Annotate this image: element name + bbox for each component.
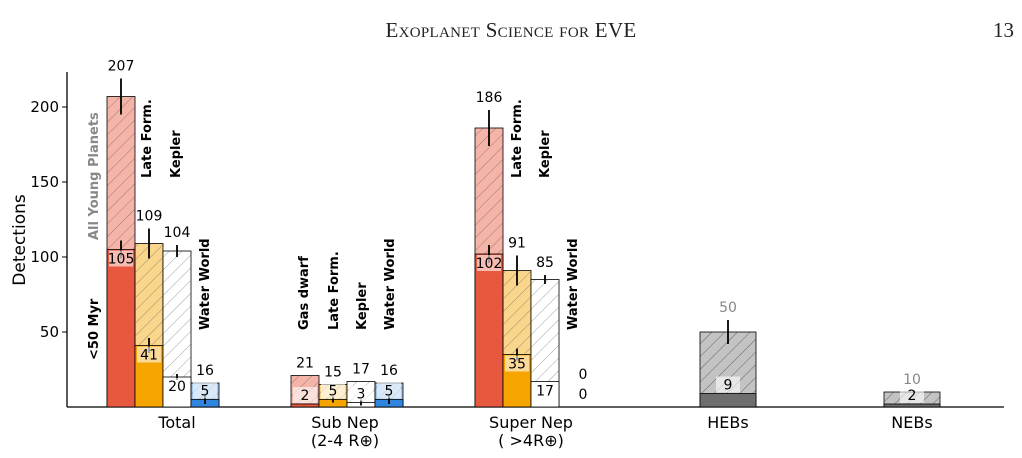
bar-inner	[699, 393, 757, 408]
value-label-inner: 102	[476, 256, 503, 272]
rotated-label-late-form: Late Form.	[140, 99, 155, 178]
rotated-label-water-world: Water World	[566, 238, 581, 330]
value-label-inner: 5	[329, 384, 338, 400]
value-label-inner: 2	[301, 388, 310, 404]
rotated-label-water-world: Water World	[383, 238, 398, 330]
value-label-bg	[137, 346, 161, 363]
value-label-bg	[293, 387, 317, 403]
rotated-label-kepler: Kepler	[355, 282, 370, 330]
value-label-bg	[193, 382, 217, 399]
value-label-total: 109	[136, 209, 163, 225]
value-label-inner: 5	[385, 384, 394, 400]
bar-inner	[883, 403, 941, 408]
x-tick-label: HEBs	[707, 413, 748, 432]
value-label-total: 104	[164, 225, 191, 241]
value-label-total: 0	[579, 367, 588, 383]
x-tick-label: (2-4 R⊕)	[311, 431, 379, 450]
value-label-bg	[321, 382, 345, 399]
bar-inner	[290, 403, 320, 408]
value-label-bg	[109, 250, 133, 267]
y-tick-label: 100	[30, 248, 59, 266]
rotated-label-water-world: Water World	[198, 238, 213, 330]
y-tick-label: 200	[30, 98, 59, 116]
bar-inner	[106, 249, 136, 408]
x-tick-label: Total	[157, 413, 195, 432]
value-label-bg	[377, 382, 401, 399]
value-label-inner: 105	[108, 252, 135, 268]
value-label-bg	[165, 378, 189, 394]
value-label-total: 186	[476, 90, 503, 106]
rotated-label-lt50: <50 Myr	[87, 298, 102, 360]
value-label-total: 85	[536, 255, 554, 271]
x-tick-label: NEBs	[891, 413, 932, 432]
running-title: Exoplanet Science for EVE	[385, 18, 637, 42]
value-label-total: 21	[296, 356, 314, 372]
page-number: 13	[993, 18, 1014, 42]
value-label-total: 91	[508, 236, 526, 252]
value-label-bg	[900, 387, 924, 403]
rotated-label-late-form: Late Form.	[327, 251, 342, 330]
value-label-inner: 2	[908, 388, 917, 404]
rotated-label-all-young: All Young Planets	[87, 112, 102, 240]
value-label-bg	[716, 376, 740, 393]
value-label-inner: 41	[140, 348, 158, 364]
value-label-total: 10	[903, 372, 921, 388]
rotated-label-late-form: Late Form.	[510, 99, 525, 178]
value-label-total: 16	[380, 363, 398, 379]
x-tick-label: Sub Nep	[311, 413, 379, 432]
value-label-inner: 9	[724, 378, 733, 394]
y-tick-label: 50	[40, 323, 59, 341]
rotated-label-kepler: Kepler	[538, 130, 553, 178]
value-label-inner: 0	[579, 387, 588, 403]
value-label-bg	[477, 255, 501, 271]
value-label-bg	[533, 382, 557, 399]
rotated-label-gas-dwarf: Gas dwarf	[297, 256, 312, 330]
rotated-label-kepler: Kepler	[169, 130, 184, 178]
x-tick-label: Super Nep	[489, 413, 573, 432]
running-head: Exoplanet Science for EVE 13	[0, 18, 1022, 48]
value-label-inner: 35	[508, 357, 526, 373]
y-axis-label: Detections	[10, 194, 30, 286]
value-label-total: 15	[324, 365, 342, 381]
value-label-inner: 17	[536, 384, 554, 400]
value-label-total: 50	[719, 300, 737, 316]
bar-labels: 2071051094110420165Total212155173165Sub …	[87, 59, 933, 451]
value-label-bg	[349, 385, 373, 402]
value-label-total: 207	[108, 59, 135, 75]
value-label-bg	[505, 355, 529, 372]
value-label-inner: 3	[357, 387, 366, 403]
y-tick-label: 150	[30, 173, 59, 191]
x-tick-label: ( >4R⊕)	[498, 431, 564, 450]
value-label-total: 16	[196, 363, 214, 379]
value-label-inner: 20	[168, 379, 186, 395]
value-label-total: 17	[352, 362, 370, 378]
bar-inner	[474, 253, 504, 408]
value-label-inner: 5	[201, 384, 210, 400]
